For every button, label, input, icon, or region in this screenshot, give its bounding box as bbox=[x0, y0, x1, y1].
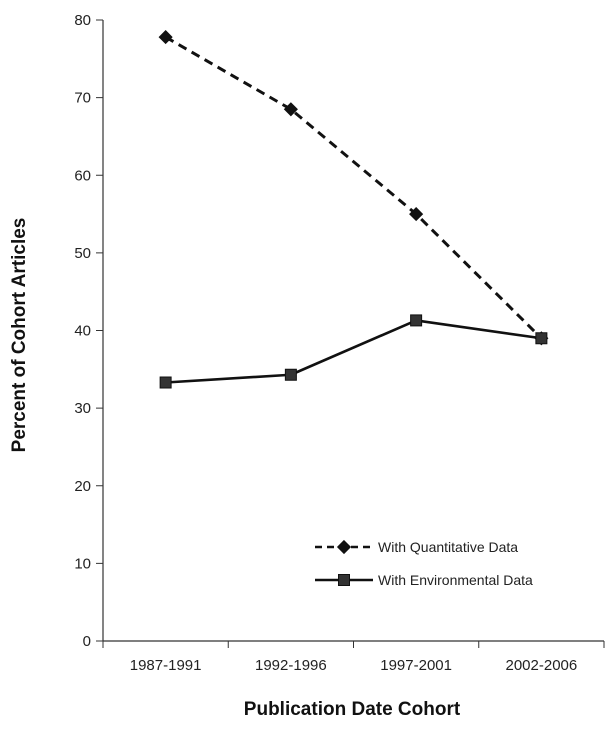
series-2 bbox=[159, 314, 548, 389]
y-axis-title: Percent of Cohort Articles bbox=[9, 218, 30, 453]
data-point bbox=[159, 376, 172, 389]
x-axis-ticks: 1987-1991 1992-1996 1997-2001 2002-2006 bbox=[102, 641, 605, 674]
legend-item: With Environmental Data bbox=[315, 572, 533, 588]
series-line bbox=[164, 35, 543, 340]
legend-marker bbox=[338, 574, 350, 586]
x-tick-label: 1987-1991 bbox=[130, 657, 202, 674]
data-point bbox=[283, 102, 298, 117]
legend-label: With Environmental Data bbox=[378, 572, 533, 588]
data-point bbox=[158, 30, 173, 45]
x-tick-label: 1997-2001 bbox=[380, 657, 452, 674]
y-axis-ticks: 0 10 20 30 40 50 60 70 80 bbox=[74, 12, 103, 650]
y-tick-label: 30 bbox=[74, 400, 91, 417]
y-tick-label: 80 bbox=[74, 12, 91, 29]
series-layer bbox=[158, 30, 549, 389]
y-tick-label: 20 bbox=[74, 478, 91, 495]
x-tick-label: 2002-2006 bbox=[506, 657, 578, 674]
y-tick-label: 40 bbox=[74, 323, 91, 340]
y-tick-label: 60 bbox=[74, 167, 91, 184]
y-tick-label: 50 bbox=[74, 245, 91, 262]
legend-marker bbox=[336, 539, 352, 555]
data-point bbox=[409, 206, 424, 222]
series-line bbox=[165, 319, 542, 384]
y-tick-label: 70 bbox=[74, 90, 91, 107]
y-tick-label: 0 bbox=[83, 633, 91, 650]
legend-label: With Quantitative Data bbox=[378, 539, 518, 555]
legend-item: With Quantitative Data bbox=[315, 539, 518, 555]
data-point bbox=[284, 368, 297, 381]
data-point bbox=[410, 314, 423, 327]
data-point bbox=[535, 332, 548, 345]
series-1 bbox=[158, 30, 549, 346]
y-tick-label: 10 bbox=[74, 555, 91, 572]
x-tick-label: 1992-1996 bbox=[255, 657, 327, 674]
x-axis-title: Publication Date Cohort bbox=[244, 699, 461, 720]
plot-area: 0 10 20 30 40 50 60 70 80 1987-1991 1992-1996 1997… bbox=[74, 12, 605, 674]
legend: With Quantitative Data With Environmental… bbox=[315, 539, 533, 588]
